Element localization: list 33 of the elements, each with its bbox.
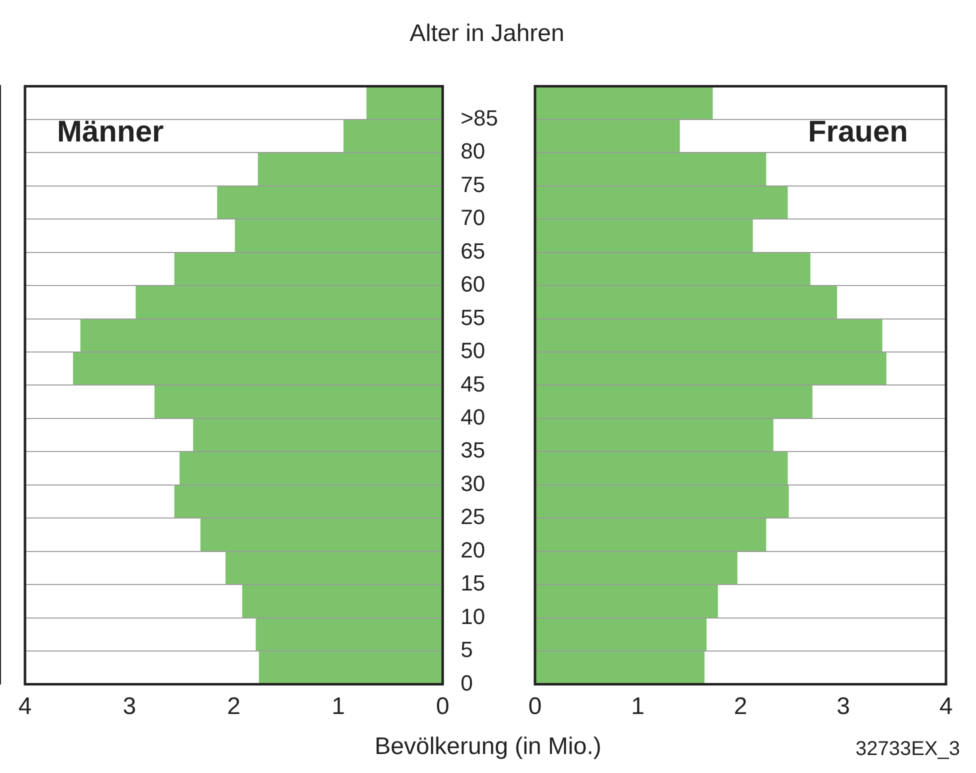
y-tick-label: 45	[460, 371, 486, 396]
series-label: Frauen	[808, 115, 908, 148]
text: 32733EX_3	[855, 738, 960, 761]
y-axis-title: Alter in Jahren	[410, 20, 564, 48]
x-tick-label: 0	[528, 693, 542, 720]
x-axis-title: Bevölkerung (in Mio.)	[374, 733, 602, 761]
y-tick-label: 70	[460, 205, 486, 230]
y-tick-label: 30	[460, 470, 486, 496]
x-tick-label: 0	[436, 693, 450, 720]
y-tick-label: 50	[460, 338, 486, 364]
y-tick-label: 15	[460, 570, 486, 596]
x-tick-label: 3	[836, 693, 850, 720]
y-tick-label: 35	[460, 438, 486, 463]
x-tick-label: 2	[227, 693, 241, 720]
x-tick-label: 4	[18, 693, 32, 720]
y-tick-label: 40	[460, 404, 486, 430]
y-tick-label: 10	[460, 604, 486, 629]
text: Männer	[57, 115, 164, 148]
y-tick-label: 55	[460, 304, 486, 330]
y-tick-label: >85	[460, 105, 498, 130]
x-tick-label: 4	[939, 693, 953, 720]
y-tick-label: 80	[460, 138, 486, 164]
y-tick-label: 75	[460, 172, 486, 197]
y-tick-label: 0	[460, 670, 473, 696]
y-tick-label: 20	[460, 537, 486, 562]
y-tick-label: 65	[460, 238, 486, 264]
y-tick-label: 60	[460, 272, 486, 297]
y-tick-label: 5	[460, 637, 473, 662]
x-tick-label: 3	[122, 693, 136, 720]
y-tick-label: 25	[460, 504, 486, 530]
x-tick-label: 1	[631, 693, 644, 720]
x-tick-label: 2	[734, 693, 748, 720]
x-tick-label: 1	[332, 693, 345, 720]
